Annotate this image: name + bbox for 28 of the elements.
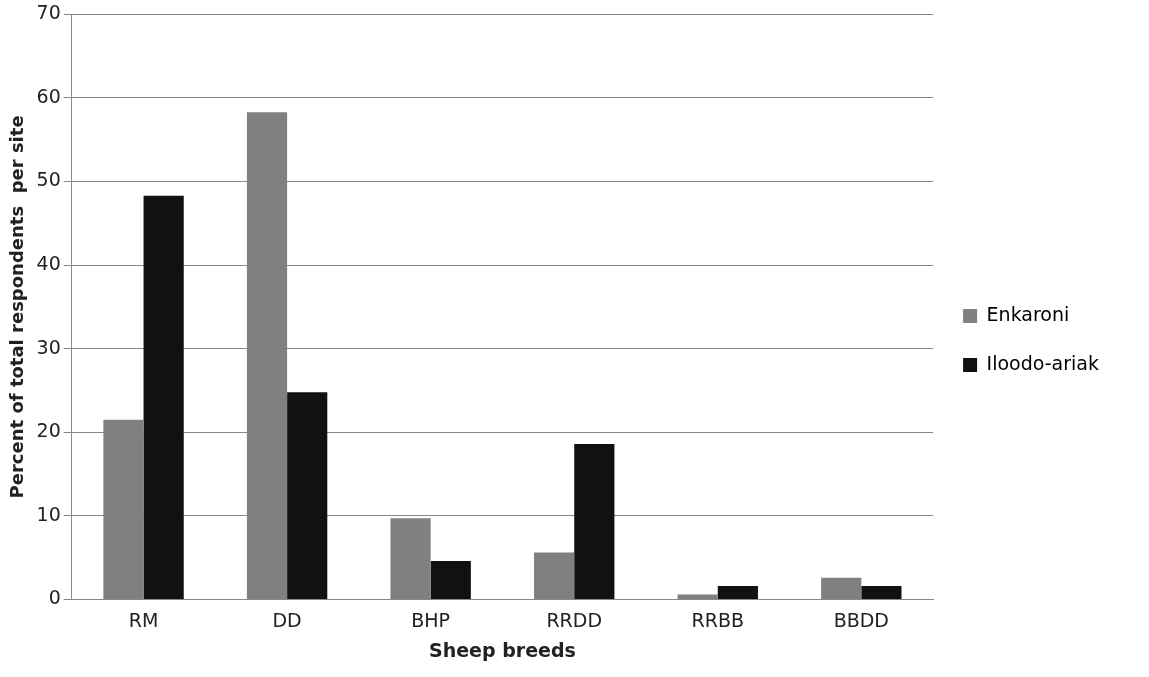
x-tick-label: BHP — [411, 608, 451, 631]
y-axis-title: Percent of total respondents per site — [6, 115, 28, 499]
legend-label: Enkaroni — [986, 302, 1070, 325]
x-tick-label: RM — [128, 608, 159, 631]
bar — [287, 392, 328, 599]
bar — [861, 586, 902, 599]
bar — [677, 594, 718, 599]
x-axis-title: Sheep breeds — [429, 638, 576, 661]
x-tick-label: BBDD — [833, 608, 889, 631]
bar — [534, 552, 575, 599]
y-tick-label: 40 — [36, 252, 61, 275]
bar — [821, 577, 862, 599]
x-tick-label: RRBB — [691, 608, 745, 631]
bar — [390, 518, 431, 599]
legend-label: Iloodo-ariak — [986, 351, 1099, 374]
y-tick-label: 20 — [36, 419, 61, 442]
bar — [717, 586, 758, 599]
y-tick-label: 70 — [36, 1, 61, 24]
x-tick-label: DD — [272, 608, 302, 631]
y-tick-label: 60 — [36, 84, 61, 107]
bar — [430, 560, 471, 599]
y-tick-label: 0 — [48, 586, 61, 609]
y-tick-label: 10 — [36, 502, 61, 525]
y-tick-label: 30 — [36, 335, 61, 358]
bar — [143, 195, 184, 599]
bar — [574, 443, 615, 599]
y-tick-label: 50 — [36, 168, 61, 191]
x-tick-label: RRDD — [546, 608, 603, 631]
